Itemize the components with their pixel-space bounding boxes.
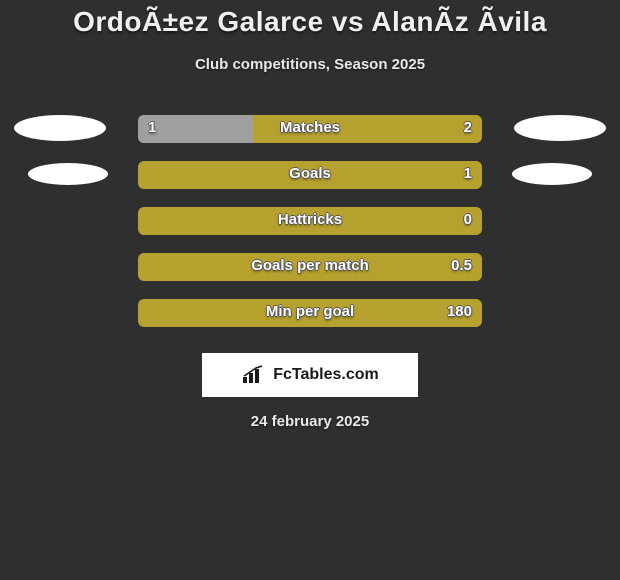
stat-row: 1Matches2	[0, 115, 620, 161]
stats-rows: 1Matches2 Goals1 Hattricks0 Goals per match…	[0, 115, 620, 345]
stat-bar-left-fill	[138, 115, 253, 143]
stat-value-right: 180	[447, 303, 472, 320]
stat-row: Goals per match0.5	[0, 253, 620, 299]
player-avatar-right	[514, 115, 606, 141]
bars-icon	[241, 365, 267, 385]
stat-value-right: 2	[464, 119, 472, 136]
player-avatar-left	[28, 163, 108, 185]
stat-label: Hattricks	[138, 211, 482, 228]
stat-row: Hattricks0	[0, 207, 620, 253]
player-avatar-right	[512, 163, 592, 185]
stat-row: Goals1	[0, 161, 620, 207]
page-title: OrdoÃ±ez Galarce vs AlanÃ­z Ãvila	[0, 0, 620, 38]
subtitle: Club competitions, Season 2025	[0, 56, 620, 73]
footer-brand-text: FcTables.com	[273, 366, 379, 384]
stat-bar: 1Matches2	[138, 115, 482, 143]
stat-bar: Hattricks0	[138, 207, 482, 235]
stat-bar: Min per goal180	[138, 299, 482, 327]
stat-value-right: 1	[464, 165, 472, 182]
stat-label: Goals	[138, 165, 482, 182]
stat-value-right: 0	[464, 211, 472, 228]
stat-bar: Goals1	[138, 161, 482, 189]
stat-value-right: 0.5	[451, 257, 472, 274]
footer-logo-box: FcTables.com	[202, 353, 418, 397]
stat-row: Min per goal180	[0, 299, 620, 345]
player-avatar-left	[14, 115, 106, 141]
stat-label: Goals per match	[138, 257, 482, 274]
footer-date: 24 february 2025	[0, 413, 620, 430]
stat-bar: Goals per match0.5	[138, 253, 482, 281]
stat-label: Min per goal	[138, 303, 482, 320]
